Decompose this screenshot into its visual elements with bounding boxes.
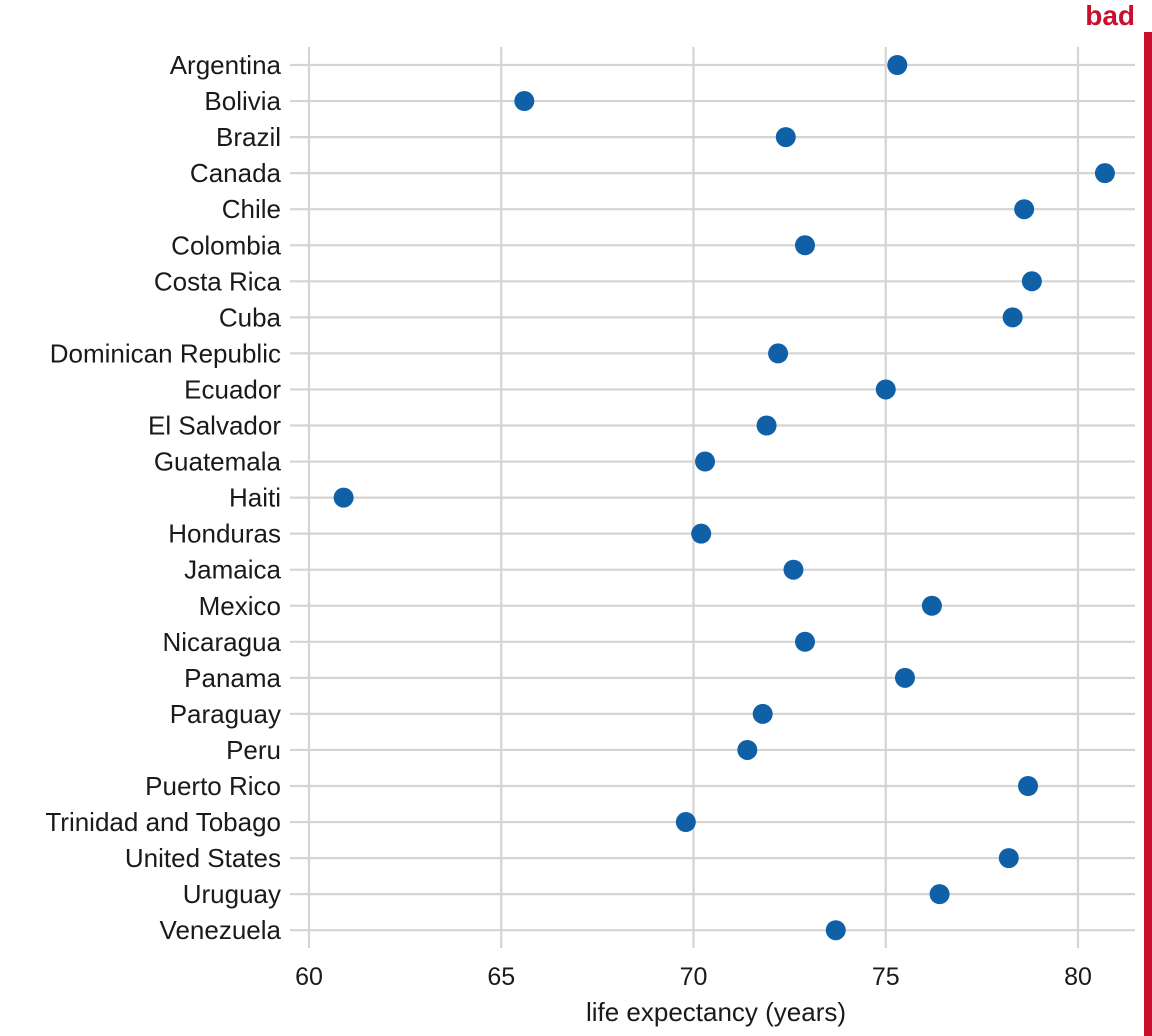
category-label: Paraguay <box>170 699 281 729</box>
category-label: Honduras <box>168 519 281 549</box>
category-label: El Salvador <box>148 411 281 441</box>
data-point <box>875 379 896 400</box>
data-point <box>921 595 942 616</box>
category-label: Brazil <box>216 122 281 152</box>
x-tick-label: 80 <box>1064 963 1092 991</box>
data-point <box>737 739 758 760</box>
bad-badge: bad <box>1085 0 1135 31</box>
category-label: Guatemala <box>154 447 282 477</box>
category-label: Venezuela <box>160 915 282 945</box>
data-point <box>887 55 908 75</box>
category-label: Argentina <box>170 50 282 80</box>
x-tick-label: 70 <box>680 963 708 991</box>
data-point <box>795 235 816 256</box>
data-point <box>998 848 1019 869</box>
data-point <box>783 559 804 580</box>
data-point <box>795 631 816 652</box>
category-label: Puerto Rico <box>145 771 281 801</box>
data-point <box>1021 271 1042 292</box>
category-label: Canada <box>190 158 282 188</box>
data-point <box>775 127 796 148</box>
data-point <box>756 415 777 436</box>
category-label: Costa Rica <box>154 266 282 296</box>
data-point <box>752 703 773 724</box>
data-point <box>691 523 712 544</box>
category-label: Chile <box>222 194 281 224</box>
data-point <box>1014 199 1035 220</box>
data-point <box>1002 307 1023 328</box>
category-label: Mexico <box>199 591 281 621</box>
x-tick-label: 75 <box>872 963 900 991</box>
grid-layer <box>290 47 1135 948</box>
data-point <box>333 487 354 508</box>
category-label: Bolivia <box>204 86 281 116</box>
x-tick-label: 65 <box>487 963 515 991</box>
data-point <box>514 91 535 112</box>
category-label: Trinidad and Tobago <box>45 807 281 837</box>
data-point <box>825 920 846 941</box>
data-point <box>675 812 696 833</box>
data-point <box>1018 776 1039 796</box>
data-point <box>1094 163 1115 184</box>
data-point <box>695 451 716 472</box>
category-label: Colombia <box>171 230 281 260</box>
category-label: Panama <box>184 663 281 693</box>
data-point <box>929 884 950 905</box>
category-label: United States <box>125 843 281 873</box>
category-axis: Argentina Bolivia Brazil Canada Chile Colombi… <box>45 50 281 945</box>
bad-indicator-bar <box>1144 32 1152 1036</box>
category-label: Ecuador <box>184 374 281 404</box>
category-label: Jamaica <box>184 555 281 585</box>
x-tick-label: 60 <box>295 963 323 991</box>
value-axis: 60 65 70 75 80 <box>295 963 1092 991</box>
data-point <box>768 343 789 364</box>
point-layer <box>333 55 1115 941</box>
x-axis-title: life expectancy (years) <box>586 997 846 1027</box>
data-point <box>894 667 915 688</box>
category-label: Haiti <box>229 483 281 513</box>
category-label: Nicaragua <box>162 627 281 657</box>
category-label: Peru <box>226 735 281 765</box>
category-label: Dominican Republic <box>50 338 281 368</box>
category-label: Uruguay <box>183 879 281 909</box>
category-label: Cuba <box>219 302 282 332</box>
